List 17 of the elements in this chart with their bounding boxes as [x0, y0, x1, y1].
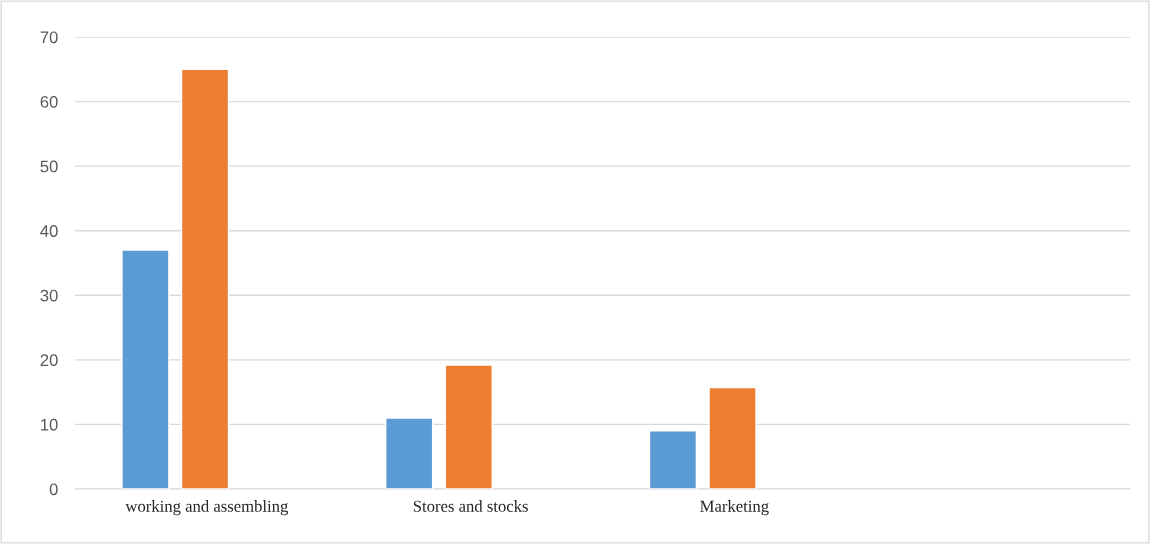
x-tick-label: Stores and stocks [413, 500, 528, 512]
y-tick-label: 70 [40, 31, 58, 44]
y-tick-label: 30 [40, 289, 58, 302]
bar [385, 417, 434, 489]
x-tick-label: Marketing [700, 500, 769, 516]
bar [121, 249, 170, 489]
y-tick-label: 10 [41, 418, 58, 431]
y-tick-label: 40 [40, 225, 58, 237]
y-tick-label: 60 [40, 95, 58, 108]
x-tick-label: working and assembling [125, 500, 289, 516]
bar [648, 430, 698, 489]
bar [444, 364, 493, 489]
y-tick-label: 0 [49, 483, 58, 496]
bar [708, 386, 757, 489]
bar [180, 68, 230, 489]
y-tick-label: 20 [40, 354, 58, 367]
y-tick-label: 50 [40, 160, 58, 173]
